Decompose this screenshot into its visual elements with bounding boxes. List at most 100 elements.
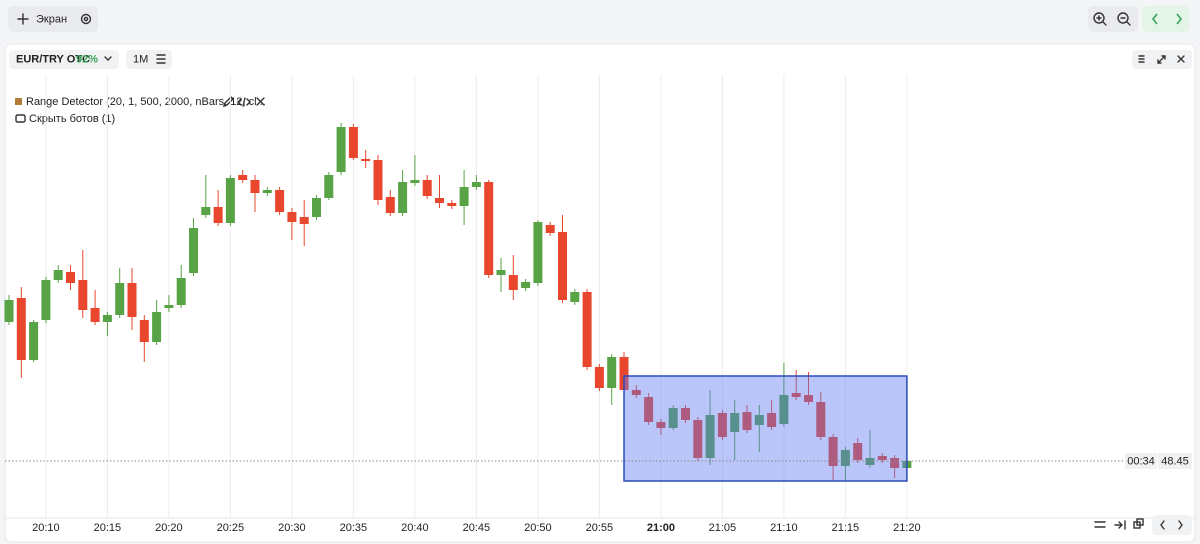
candle-body (41, 280, 51, 320)
plot: 20:10 20:15 20:20 20:25 20:30 20:35 20:40 20:45… (4, 75, 1195, 534)
hide-bots[interactable]: Скрыть ботов (1) (15, 113, 115, 125)
x-tick-label: 20:45 (463, 522, 491, 534)
candle-body (152, 312, 162, 342)
candle-body (4, 300, 14, 322)
x-tick-label: 20:25 (217, 522, 245, 534)
timeframe: 1M (133, 53, 148, 65)
screen-button[interactable]: Экран (8, 6, 98, 32)
candle-body (496, 270, 506, 275)
candle-body (668, 408, 678, 428)
candle-body (324, 175, 334, 198)
x-tick-label: 21:10 (770, 522, 798, 534)
symbol-selector[interactable]: EUR/TRY OTC 92% (9, 50, 119, 69)
x-tick-label: 20:55 (586, 522, 614, 534)
candle-body (570, 292, 580, 302)
candle-body (521, 282, 531, 288)
x-tick-label: 21:20 (893, 522, 921, 534)
candle-body (471, 182, 481, 187)
price-label: 48.45 (1161, 455, 1189, 467)
candle-body (176, 278, 186, 305)
candle-body (742, 412, 752, 430)
zoom-controls[interactable] (1088, 6, 1138, 32)
candle-body (78, 280, 88, 310)
candle-body (115, 283, 125, 315)
candle-body (693, 420, 703, 458)
candle-body (791, 393, 801, 397)
candle-body (890, 458, 900, 468)
candle-body (631, 390, 641, 395)
x-tick-label: 20:30 (278, 522, 306, 534)
candle-body (594, 367, 604, 388)
candle-body (779, 395, 789, 424)
candle-body (607, 357, 617, 388)
candle-body (385, 197, 395, 213)
candle-body (275, 190, 285, 212)
candle-body (853, 443, 863, 460)
candle-body (164, 305, 174, 308)
candle-body (348, 127, 358, 158)
candle-body (29, 322, 39, 360)
candle-body (644, 397, 654, 422)
candle-body (840, 450, 850, 466)
x-tick-label: 21:00 (647, 522, 675, 534)
candle-body (459, 187, 469, 206)
candle-body (717, 413, 727, 437)
x-tick-label: 21:05 (709, 522, 737, 534)
candle-body (201, 207, 211, 215)
candle-body (53, 270, 63, 280)
candle-body (545, 225, 555, 233)
indicator-icon (15, 98, 22, 105)
x-tick-label: 20:35 (340, 522, 368, 534)
candle-body (730, 413, 740, 432)
candle-body (102, 315, 112, 322)
candle-body (410, 180, 420, 183)
candle-body (484, 182, 494, 275)
candle-body (582, 292, 592, 367)
candle-body (299, 217, 309, 224)
symbol: EUR/TRY OTC (16, 53, 90, 65)
candle-body (398, 182, 408, 213)
x-tick-label: 20:10 (32, 522, 60, 534)
candle-body (287, 212, 297, 222)
candle-body (533, 222, 543, 283)
candle-body (16, 298, 26, 360)
candle-body (705, 415, 715, 458)
candle-body (262, 190, 272, 193)
edit-icon[interactable] (222, 96, 234, 108)
x-tick-label: 20:20 (155, 522, 183, 534)
chart-panel (4, 43, 1196, 543)
timeframe-selector[interactable]: 1M (126, 50, 172, 69)
countdown-bg (1125, 453, 1157, 469)
candle-body (447, 203, 457, 206)
x-tick-label: 20:40 (401, 522, 429, 534)
candle-body (373, 160, 383, 200)
code-icon[interactable] (237, 97, 251, 107)
navigation-arrows[interactable] (1142, 6, 1190, 32)
candle-body (804, 395, 813, 402)
payout: 92% (76, 53, 98, 65)
candle-body (139, 320, 149, 342)
indicator-row: Range Detector (20, 1, 500, 2000, nBars,… (15, 96, 266, 108)
candle-body (828, 437, 838, 466)
countdown: 00:34 (1127, 455, 1155, 467)
candle-body (767, 413, 777, 427)
panel-controls[interactable] (1132, 50, 1192, 69)
x-tick-label: 20:50 (524, 522, 552, 534)
candle-body (656, 422, 666, 428)
candle-body (681, 408, 690, 420)
bottom-controls[interactable] (1094, 515, 1192, 535)
candle-body (238, 175, 248, 180)
candle-body (127, 283, 137, 317)
screen-button-label: Экран (36, 13, 67, 25)
candle-body (66, 272, 75, 283)
close-icon[interactable] (256, 97, 265, 106)
candle-body (754, 415, 764, 425)
hide-bots-label: Скрыть ботов (1) (29, 113, 115, 125)
candle-body (816, 402, 826, 437)
candle-body (422, 180, 432, 196)
candle-body (558, 232, 567, 300)
range-box (623, 375, 908, 482)
candle-body (213, 207, 223, 223)
candle-body (90, 308, 100, 322)
